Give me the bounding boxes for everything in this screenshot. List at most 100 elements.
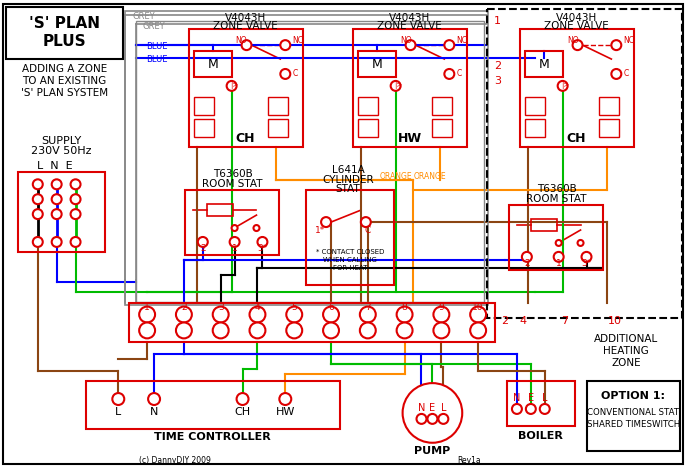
Circle shape [139,322,155,338]
Text: 7: 7 [365,303,371,312]
Bar [358,97,377,115]
Text: |>: |> [562,82,570,89]
Bar [525,97,544,115]
Text: L: L [115,407,121,417]
Text: T6360B: T6360B [213,169,253,179]
Circle shape [70,237,81,247]
Circle shape [470,307,486,322]
Circle shape [139,307,155,322]
Circle shape [176,307,192,322]
Circle shape [526,404,536,414]
Text: TO AN EXISTING: TO AN EXISTING [23,76,107,86]
Text: NO: NO [566,36,578,44]
Circle shape [427,414,437,424]
Text: STAT: STAT [335,184,360,194]
Circle shape [33,209,43,219]
Text: CH: CH [236,132,255,145]
Circle shape [540,404,550,414]
Text: N: N [513,393,521,403]
Circle shape [70,179,81,189]
Text: CYLINDER: CYLINDER [322,176,374,185]
Bar [586,381,680,451]
Circle shape [553,252,564,262]
Bar [509,205,603,270]
Bar [189,29,303,146]
Text: V4043H: V4043H [556,13,597,23]
Text: HW: HW [397,132,422,145]
Circle shape [512,404,522,414]
Text: 230V 50Hz: 230V 50Hz [31,146,92,156]
Circle shape [611,40,621,50]
Text: 'S' PLAN: 'S' PLAN [29,16,100,31]
Bar [433,97,453,115]
Circle shape [232,225,237,231]
Text: NO: NO [236,36,248,44]
Bar [487,9,682,317]
Text: 7: 7 [561,316,568,327]
Circle shape [323,307,339,322]
Text: HEATING: HEATING [603,346,649,356]
Text: 9: 9 [438,303,444,312]
Circle shape [253,225,259,231]
Circle shape [52,179,61,189]
Text: OPTION 1:: OPTION 1: [601,391,665,401]
Text: ZONE: ZONE [611,358,641,368]
Text: |>: |> [230,82,239,89]
Circle shape [321,217,331,227]
Text: 1: 1 [144,303,150,312]
Circle shape [402,383,462,443]
Text: L  N  E: L N E [37,161,72,171]
Bar [194,119,214,137]
Circle shape [323,322,339,338]
Text: 4: 4 [520,316,526,327]
Circle shape [522,252,532,262]
Bar [600,97,620,115]
Circle shape [213,307,228,322]
Text: NC: NC [293,36,304,44]
Circle shape [257,237,268,247]
Bar [86,381,340,429]
Circle shape [148,393,160,405]
Text: CH: CH [235,407,250,417]
Bar [6,7,124,59]
Bar [433,119,453,137]
Bar [525,51,562,77]
Circle shape [52,237,61,247]
Circle shape [241,40,251,50]
Circle shape [360,322,376,338]
Bar [207,204,233,216]
Circle shape [361,217,371,227]
Text: M: M [371,58,382,71]
Text: 2: 2 [524,259,530,268]
Circle shape [112,393,124,405]
Text: M: M [208,58,218,71]
Text: 1: 1 [232,244,237,253]
Circle shape [406,40,415,50]
Text: E: E [429,403,435,413]
Text: L: L [542,393,547,403]
Circle shape [444,40,454,50]
Text: ADDING A ZONE: ADDING A ZONE [22,64,107,74]
Text: 3*: 3* [257,244,268,253]
Bar [185,190,279,255]
Text: C: C [365,226,371,234]
Text: 5: 5 [291,303,297,312]
Bar [194,51,232,77]
Bar [268,97,288,115]
Text: ROOM STAT: ROOM STAT [202,179,263,189]
Text: E: E [528,393,534,403]
Text: C: C [293,69,297,79]
Text: 3*: 3* [582,259,591,268]
Text: 8: 8 [402,303,408,312]
Circle shape [33,237,43,247]
Text: ZONE VALVE: ZONE VALVE [544,21,609,31]
Circle shape [52,209,61,219]
Circle shape [578,240,584,246]
Text: L641A: L641A [332,165,364,176]
Text: 3: 3 [494,76,501,86]
Circle shape [433,322,449,338]
Text: 6: 6 [328,303,334,312]
Circle shape [555,240,562,246]
Circle shape [250,322,266,338]
Bar [268,119,288,137]
